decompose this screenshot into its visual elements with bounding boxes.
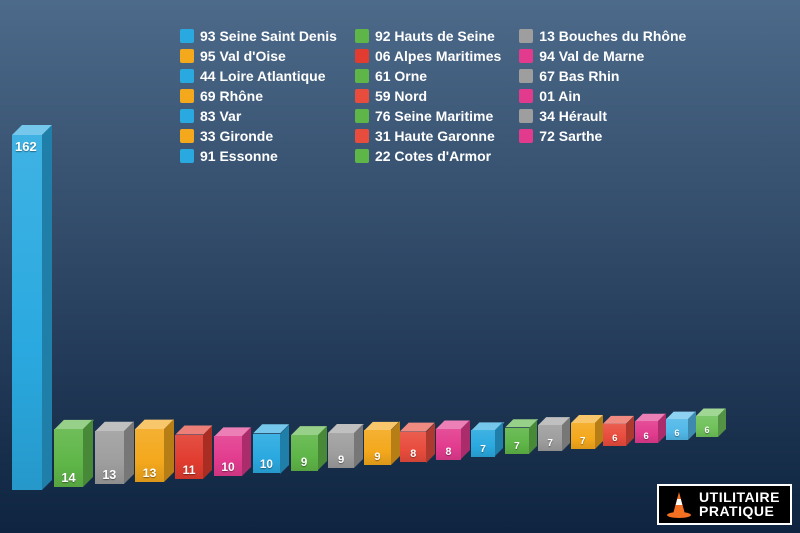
- bar-value-label: 6: [603, 433, 626, 444]
- bar-value-label: 7: [471, 444, 496, 455]
- bar-value-label: 7: [571, 436, 595, 447]
- bar-value-label: 10: [253, 458, 280, 471]
- bar: 9: [364, 422, 399, 466]
- bar-value-label: 9: [328, 454, 355, 466]
- bar: 7: [538, 417, 570, 451]
- logo-line1: UTILITAIRE: [699, 490, 780, 505]
- bar: 6: [666, 411, 696, 440]
- bar-value-label: 14: [54, 470, 84, 485]
- bar-value-label: 13: [95, 468, 124, 482]
- bar-value-label: 9: [364, 451, 390, 463]
- bar: 6: [635, 414, 666, 443]
- bar: 10: [253, 425, 290, 474]
- bar: 7: [505, 420, 538, 454]
- logo-badge: UTILITAIRE PRATIQUE: [657, 484, 792, 525]
- bar: 6: [603, 416, 634, 446]
- bar-value-label: 8: [436, 446, 461, 458]
- bar-value-label: 6: [696, 425, 718, 435]
- bar: 6: [696, 409, 726, 438]
- bar: 11: [175, 425, 213, 479]
- bar: 8: [436, 421, 470, 460]
- bar: 13: [135, 419, 173, 481]
- bar: 7: [571, 415, 603, 449]
- bar: 9: [291, 426, 327, 470]
- bar: 9: [328, 424, 364, 468]
- bar: 8: [400, 423, 434, 462]
- bar: 13: [95, 421, 134, 484]
- bar-value-label: 162: [12, 139, 45, 154]
- bar-value-label: 7: [505, 441, 530, 452]
- bar-value-label: 10: [214, 460, 242, 474]
- logo-line2: PRATIQUE: [699, 504, 780, 519]
- traffic-cone-icon: [665, 490, 693, 518]
- bar: 10: [214, 427, 251, 476]
- chart-canvas: 93 Seine Saint Denis95 Val d'Oise44 Loir…: [0, 0, 800, 533]
- bar: 162: [12, 125, 52, 490]
- bar: 7: [471, 422, 504, 457]
- bar-series: 1621413131110109998877776666: [0, 0, 800, 533]
- bar-value-label: 11: [175, 463, 203, 477]
- bar-value-label: 8: [400, 448, 426, 460]
- bar-value-label: 13: [135, 466, 164, 480]
- bar-value-label: 9: [291, 457, 318, 469]
- bar-value-label: 6: [666, 428, 688, 438]
- bar-value-label: 7: [538, 438, 562, 449]
- bar: 14: [54, 420, 93, 488]
- bar-value-label: 6: [635, 430, 658, 441]
